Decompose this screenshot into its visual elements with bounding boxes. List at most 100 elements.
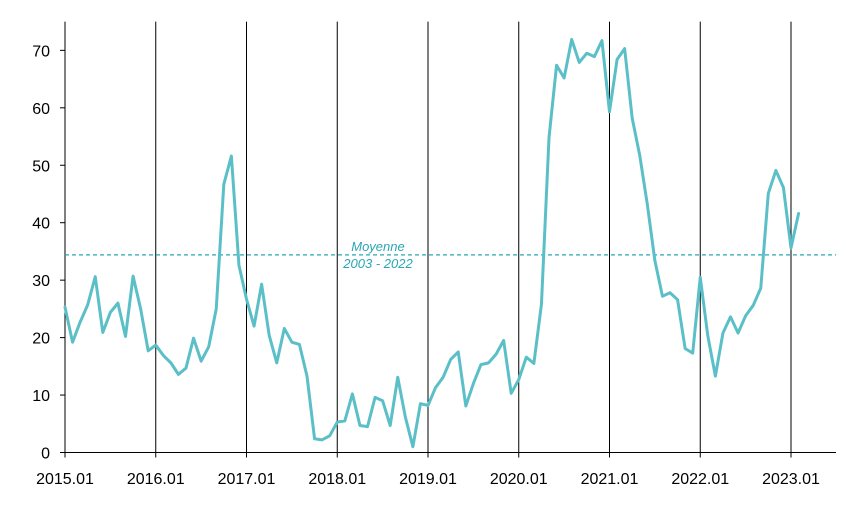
data-point-2022.02	[707, 335, 709, 337]
data-point-2016.09	[215, 308, 218, 310]
data-point-2021.03	[623, 47, 626, 50]
data-point-2017.10	[313, 437, 316, 440]
data-point-2021.10	[676, 298, 679, 301]
data-point-2022.09	[759, 287, 762, 289]
data-point-2022.05	[729, 316, 732, 318]
data-point-2020.05	[548, 136, 550, 139]
x-tick-label: 2016.01	[127, 471, 185, 488]
y-tick-label: 20	[32, 331, 50, 348]
x-tick-label: 2018.01	[308, 471, 366, 488]
data-point-2022.12	[782, 186, 785, 189]
average-label-line2: 2003 - 2022	[342, 256, 413, 271]
data-point-2015.02	[71, 341, 74, 343]
data-point-2015.07	[109, 311, 112, 314]
data-point-2017.08	[298, 343, 301, 346]
data-point-2017.09	[306, 375, 308, 377]
data-point-2018.10	[404, 416, 407, 418]
data-point-2015.10	[132, 275, 134, 277]
data-point-2018.06	[374, 396, 376, 399]
x-tick-label: 2015.01	[36, 471, 94, 488]
data-point-2021.08	[661, 295, 664, 298]
average-reference-line: Moyenne 2003 - 2022	[65, 239, 836, 271]
data-point-2022.06	[737, 332, 739, 334]
data-point-2019.08	[480, 363, 482, 366]
data-point-2016.06	[192, 337, 195, 339]
data-point-2019.01	[427, 404, 429, 407]
data-point-2020.01	[517, 378, 520, 381]
data-point-2017.03	[260, 283, 263, 285]
data-point-2015.11	[139, 308, 142, 310]
data-point-2016.12	[238, 264, 240, 267]
data-point-2021.01	[608, 111, 611, 113]
data-point-2016.07	[200, 360, 202, 362]
data-point-2020.07	[563, 77, 565, 79]
data-point-2015.09	[124, 335, 127, 338]
data-point-2016.03	[170, 362, 172, 364]
data-point-2020.03	[533, 362, 535, 365]
data-point-2022.03	[714, 375, 717, 377]
data-point-2021.12	[691, 352, 694, 354]
data-point-2016.01	[154, 344, 157, 346]
data-point-2017.01	[245, 298, 248, 300]
data-point-2023.02	[797, 212, 800, 215]
data-point-2017.11	[321, 439, 323, 441]
data-point-2021.02	[616, 58, 618, 61]
data-point-2016.10	[223, 183, 225, 186]
data-point-2019.06	[465, 405, 467, 407]
data-point-2019.12	[510, 392, 512, 395]
data-point-2018.05	[366, 425, 369, 428]
data-point-2022.08	[752, 304, 754, 307]
data-point-2018.09	[396, 376, 399, 379]
data-point-2018.04	[359, 424, 361, 427]
data-point-2019.05	[457, 351, 460, 353]
y-tick-label: 30	[32, 273, 50, 290]
y-tick-label: 60	[32, 101, 50, 118]
y-axis-ticks: 0 10 20 30 40 50 60 70	[32, 43, 65, 463]
y-tick-label: 0	[41, 446, 50, 463]
x-axis-ticks: 2015.01 2016.01 2017.01 2018.01 2019.01 2020.…	[36, 452, 820, 488]
data-point-2022.07	[744, 314, 747, 317]
data-point-2020.11	[593, 55, 596, 58]
data-point-2017.05	[275, 362, 278, 364]
data-point-2019.03	[442, 376, 444, 379]
data-point-2018.03	[351, 393, 354, 395]
data-point-2017.06	[283, 327, 286, 330]
data-point-2015.08	[117, 302, 119, 304]
data-point-2019.10	[495, 353, 497, 356]
data-point-2021.06	[646, 203, 649, 206]
axes	[64, 21, 836, 453]
data-point-2016.11	[230, 155, 233, 157]
data-point-2017.04	[268, 334, 270, 337]
data-point-2021.11	[684, 347, 686, 350]
data-point-2018.01	[336, 421, 339, 423]
x-tick-label: 2017.01	[218, 471, 276, 488]
data-point-2015.01	[64, 306, 66, 308]
y-tick-label: 50	[32, 158, 50, 175]
data-point-2022.11	[775, 169, 777, 172]
data-point-2019.02	[434, 386, 437, 389]
x-tick-label: 2019.01	[399, 471, 457, 488]
x-tick-label: 2022.01	[671, 471, 729, 488]
data-point-2015.06	[102, 331, 104, 334]
data-point-2020.12	[601, 39, 603, 42]
data-point-2020.04	[540, 303, 543, 306]
data-point-2018.07	[381, 399, 384, 402]
data-point-2018.08	[389, 424, 391, 427]
data-point-2017.12	[328, 435, 331, 437]
data-point-2022.01	[699, 276, 702, 279]
data-point-2020.08	[570, 38, 573, 41]
x-tick-label: 2021.01	[581, 471, 639, 488]
data-point-2022.10	[767, 192, 770, 195]
data-point-2022.04	[722, 332, 724, 334]
data-point-2016.08	[207, 345, 210, 348]
data-series	[63, 37, 801, 449]
data-point-2021.04	[631, 117, 633, 119]
data-point-2020.02	[525, 356, 528, 358]
data-point-2020.10	[586, 52, 588, 55]
data-point-2018.12	[419, 402, 422, 405]
y-tick-label: 70	[32, 43, 50, 60]
data-point-2023.01	[790, 247, 792, 249]
data-point-2020.09	[578, 61, 581, 64]
x-tick-label: 2023.01	[762, 471, 820, 488]
data-point-2019.11	[502, 339, 505, 342]
